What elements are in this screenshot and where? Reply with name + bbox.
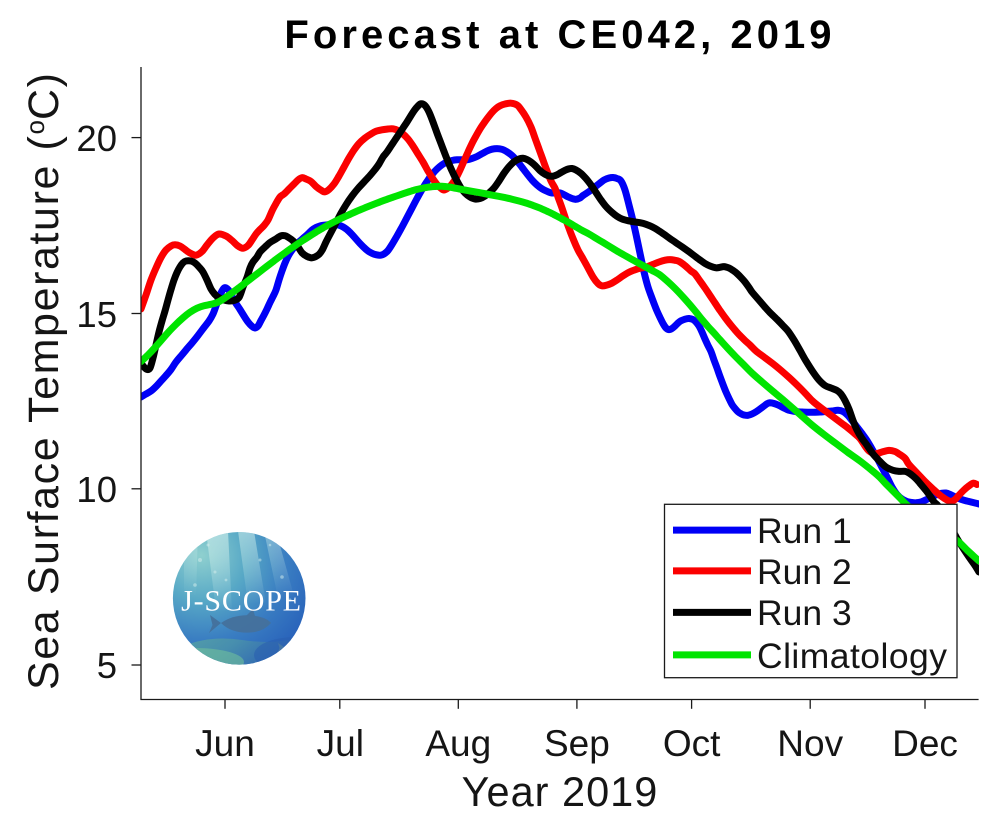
- svg-text:J-SCOPE: J-SCOPE: [181, 585, 302, 618]
